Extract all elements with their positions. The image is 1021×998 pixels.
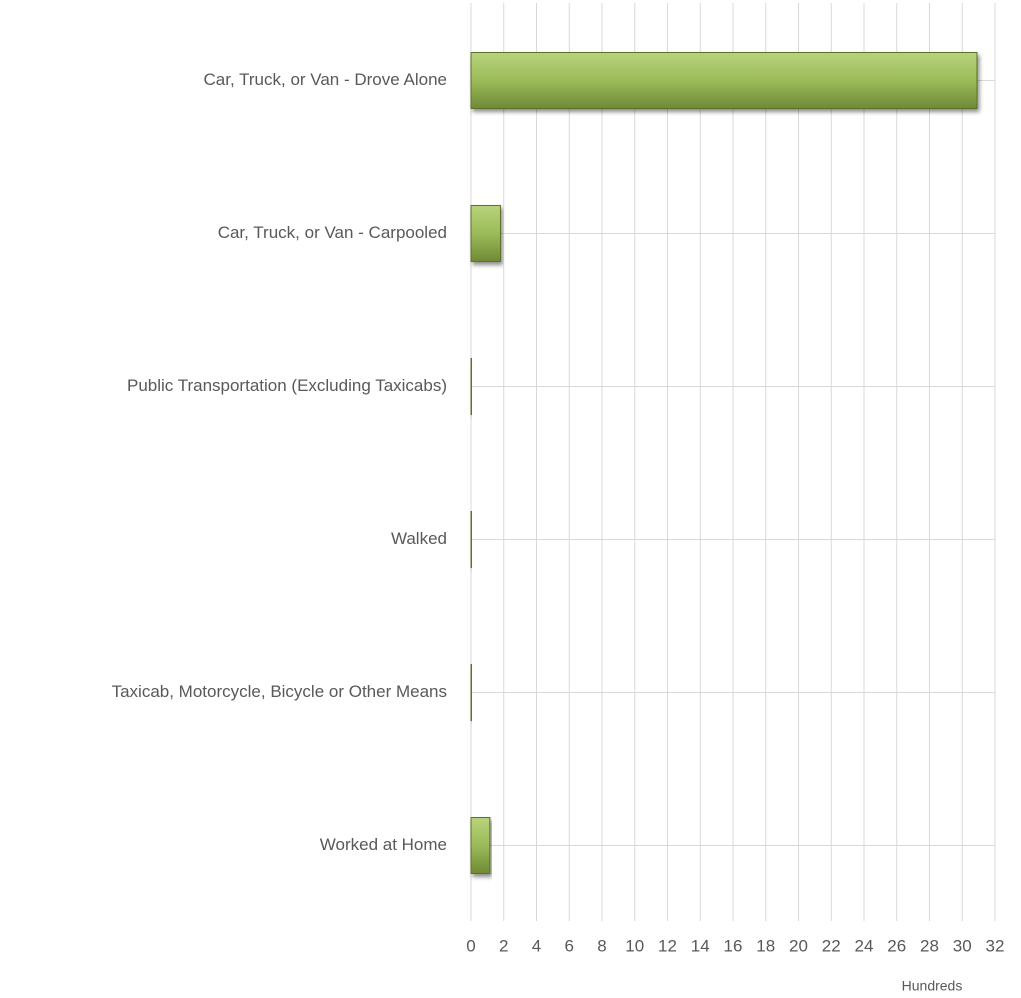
bar — [470, 511, 472, 568]
y-tick-label: Car, Truck, or Van - Carpooled — [218, 223, 447, 242]
bar — [470, 52, 978, 109]
x-tick-label: 20 — [789, 936, 808, 955]
bar — [470, 817, 491, 874]
bar — [470, 664, 473, 721]
x-tick-label: 6 — [565, 936, 574, 955]
y-tick-label: Walked — [391, 529, 447, 548]
x-tick-label: 16 — [724, 936, 743, 955]
x-axis-label: Hundreds — [902, 978, 963, 994]
x-tick-label: 10 — [625, 936, 644, 955]
x-tick-label: 14 — [691, 936, 710, 955]
bar — [470, 358, 473, 415]
bar — [470, 205, 501, 262]
x-tick-label: 24 — [855, 936, 874, 955]
x-tick-label: 0 — [466, 936, 475, 955]
x-tick-label: 18 — [756, 936, 775, 955]
y-tick-label: Taxicab, Motorcycle, Bicycle or Other Me… — [112, 682, 447, 701]
x-tick-label: 22 — [822, 936, 841, 955]
y-tick-label: Worked at Home — [320, 835, 447, 854]
x-tick-label: 12 — [658, 936, 677, 955]
x-tick-label: 26 — [887, 936, 906, 955]
x-tick-label: 4 — [532, 936, 541, 955]
x-tick-label: 28 — [920, 936, 939, 955]
x-tick-label: 32 — [986, 936, 1005, 955]
x-tick-label: 30 — [953, 936, 972, 955]
y-tick-label: Public Transportation (Excluding Taxicab… — [127, 376, 447, 395]
x-tick-label: 2 — [499, 936, 508, 955]
x-tick-label: 8 — [597, 936, 606, 955]
y-tick-label: Car, Truck, or Van - Drove Alone — [204, 70, 447, 89]
